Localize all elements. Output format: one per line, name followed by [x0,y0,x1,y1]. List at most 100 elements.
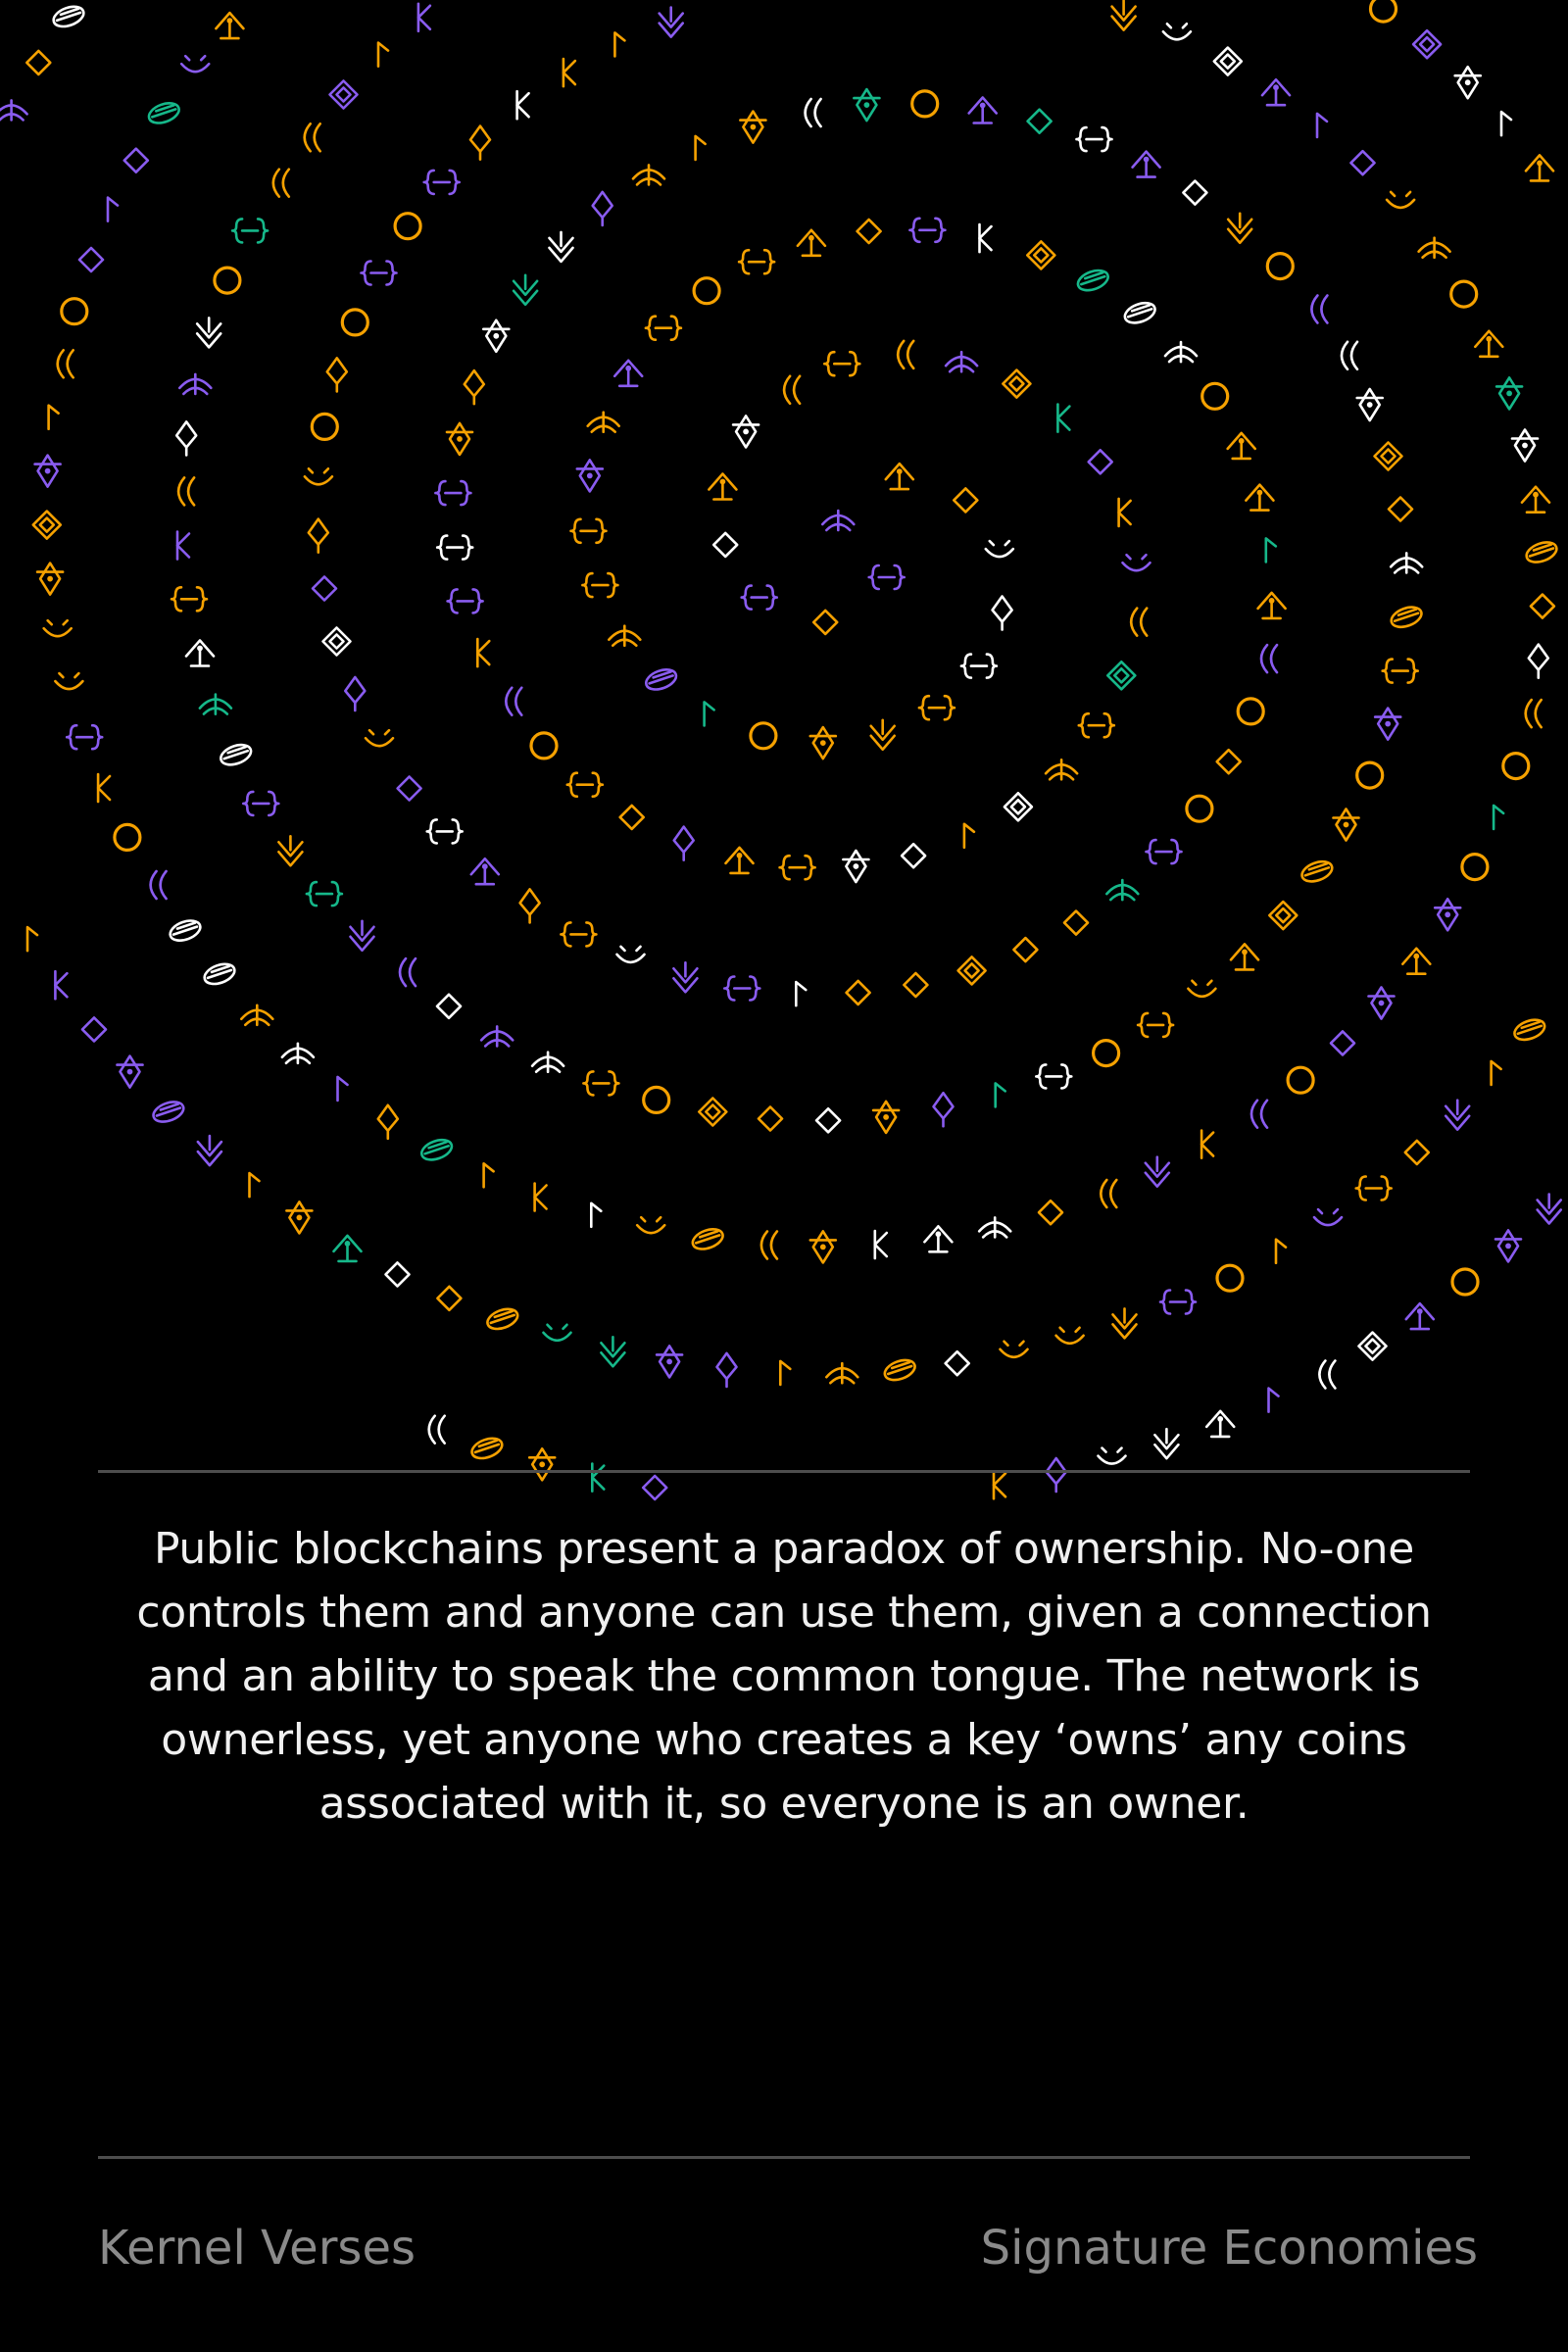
bracket-glyph [1354,1175,1393,1201]
diamond-glyph [80,1016,108,1043]
chevron-glyph [196,1134,223,1167]
bracket-glyph [446,588,484,614]
nested-diamond-glyph [1026,240,1056,270]
bow-glyph [1054,1326,1085,1346]
wing-glyph [239,1004,274,1027]
wing-glyph [530,1051,565,1073]
wing-glyph [1105,878,1140,902]
bow-glyph [1161,22,1193,41]
circle-glyph [113,822,142,853]
moon-glyph [149,869,168,901]
wing-glyph [607,624,642,648]
dot-diamond-glyph [481,318,511,354]
dot-diamond-glyph [285,1200,314,1235]
diamond-glyph [757,1105,784,1132]
planet-glyph [152,1101,185,1123]
moon-glyph [505,686,523,717]
flag-glyph [796,228,827,258]
diamond-glyph [436,1285,463,1312]
diamond-glyph [1182,179,1208,206]
planet-glyph [169,919,202,942]
wing-glyph [0,99,28,122]
wing-glyph [1389,552,1424,574]
arrow-glyph [1499,110,1513,137]
flag-glyph [1404,1301,1436,1331]
circle-glyph [1449,279,1479,309]
dot-diamond-glyph [33,454,62,488]
pin-glyph [96,772,112,804]
spindle-glyph [343,675,367,712]
spindle-glyph [376,1103,400,1141]
bracket-glyph [722,975,761,1002]
nested-diamond-glyph [1003,791,1034,822]
dot-diamond-glyph [731,415,760,449]
diamond-glyph [814,1107,842,1134]
bracket-glyph [435,534,474,561]
bracket-glyph [959,653,999,679]
diamond-glyph [845,979,871,1006]
flag-glyph [1245,483,1275,512]
dot-diamond-glyph [575,459,605,493]
flag-glyph [1401,947,1432,976]
bracket-glyph [917,694,956,721]
circle-glyph [1265,252,1295,281]
diamond-glyph [1012,936,1039,963]
chevron-glyph [658,6,685,38]
arrow-glyph [1267,1387,1280,1413]
chevron-glyph [1110,0,1137,31]
flag-glyph [708,472,738,501]
circle-glyph [749,721,778,751]
circle-glyph [1215,1263,1245,1293]
dot-diamond-glyph [116,1054,144,1089]
dot-diamond-glyph [1433,897,1462,932]
pin-glyph [475,637,491,668]
glyph-spiral-artwork [0,0,1562,1501]
flag-glyph [1131,150,1161,178]
diamond-glyph [1037,1199,1064,1226]
nested-diamond-glyph [1357,1331,1388,1361]
bracket-glyph [1136,1011,1175,1039]
pin-glyph [416,2,432,33]
dot-diamond-glyph [1453,65,1482,100]
arrow-glyph [589,1201,603,1229]
diamond-glyph [811,609,839,636]
chevron-glyph [1444,1099,1471,1131]
planet-glyph [220,743,253,766]
flag-glyph [923,1225,954,1253]
arrow-glyph [248,1171,261,1199]
planet-glyph [1123,301,1156,324]
chevron-glyph [512,273,539,307]
diamond-glyph [900,842,927,869]
verse-text: Public blockchains present a paradox of … [136,1524,1432,1829]
bow-glyph [1121,553,1152,572]
chevron-glyph [1226,212,1253,245]
bracket-glyph [1158,1289,1198,1315]
diamond-glyph [856,218,882,245]
chevron-glyph [1153,1427,1180,1460]
top-divider [98,1470,1470,1473]
pin-glyph [992,1470,1007,1500]
pin-glyph [1117,497,1132,528]
diamond-glyph [122,147,150,173]
pin-glyph [978,222,993,254]
nested-diamond-glyph [31,510,63,540]
dot-diamond-glyph [1355,387,1384,422]
flag-glyph [1204,1409,1236,1439]
flag-glyph [612,359,644,388]
arrow-glyph [47,404,60,431]
nested-diamond-glyph [1373,441,1403,471]
flag-glyph [215,11,245,40]
nested-diamond-glyph [1411,28,1443,60]
spindle-glyph [307,517,330,554]
chevron-glyph [1111,1307,1138,1340]
diamond-glyph [1215,748,1242,775]
bracket-glyph [569,517,608,545]
planet-glyph [691,1228,724,1250]
flag-glyph [1474,329,1504,359]
diamond-glyph [1529,593,1556,619]
arrow-glyph [794,980,808,1007]
circle-glyph [60,297,89,326]
bracket-glyph [581,571,619,599]
moon-glyph [896,339,915,370]
pin-glyph [175,530,191,561]
